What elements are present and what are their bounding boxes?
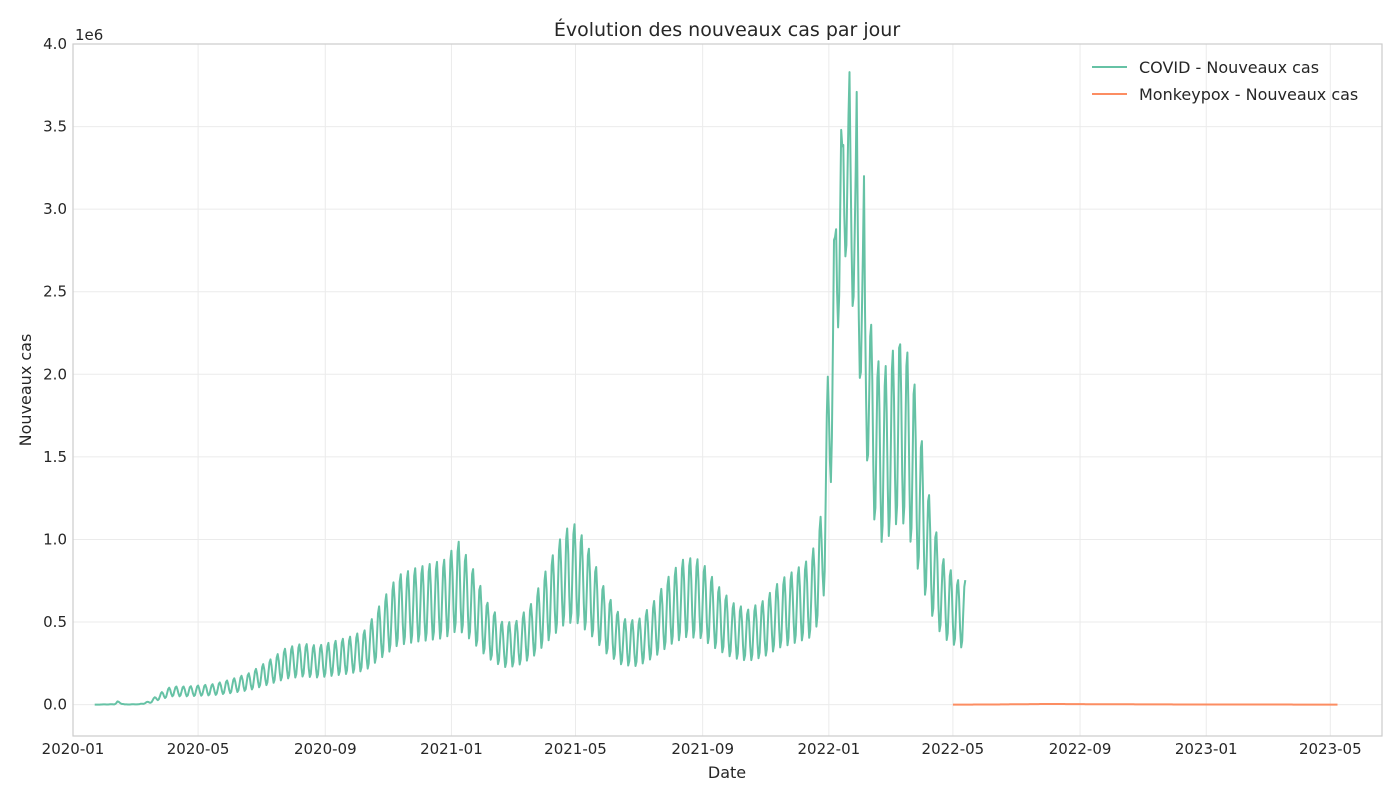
- y-tick-label: 3.0: [43, 200, 67, 218]
- x-tick-labels: 2020-01 2020-05 2020-09 2021-01 2021-05 2021-…: [42, 740, 1362, 758]
- x-tick-label: 2022-01: [797, 740, 860, 758]
- y-axis-title: Nouveaux cas: [16, 334, 35, 447]
- chart-title: Évolution des nouveaux cas par jour: [554, 18, 900, 41]
- y-offset-label: 1e6: [75, 26, 103, 44]
- x-tick-label: 2021-05: [544, 740, 607, 758]
- x-tick-label: 2020-09: [294, 740, 357, 758]
- series-line-monkeypox: [952, 703, 1338, 706]
- y-tick-label: 3.5: [43, 118, 67, 136]
- x-tick-label: 2021-01: [420, 740, 483, 758]
- x-tick-label: 2020-05: [167, 740, 230, 758]
- legend: COVID - Nouveaux cas Monkeypox - Nouveau…: [1092, 58, 1358, 104]
- y-tick-label: 0.0: [43, 696, 67, 714]
- y-tick-label: 0.5: [43, 613, 67, 631]
- x-tick-label: 2022-05: [922, 740, 985, 758]
- x-tick-label: 2023-05: [1299, 740, 1362, 758]
- x-axis-title: Date: [708, 763, 746, 782]
- series-layer: [94, 71, 1338, 706]
- x-tick-label: 2021-09: [671, 740, 734, 758]
- y-tick-label: 4.0: [43, 35, 67, 53]
- y-tick-label: 1.0: [43, 530, 67, 548]
- y-tick-label: 2.0: [43, 365, 67, 383]
- plot-frame: [72, 43, 1383, 737]
- x-tick-label: 2023-01: [1175, 740, 1238, 758]
- series-line-covid: [94, 71, 967, 706]
- y-tick-label: 2.5: [43, 283, 67, 301]
- x-tick-label: 2020-01: [42, 740, 105, 758]
- x-tick-label: 2022-09: [1049, 740, 1112, 758]
- legend-label-covid: COVID - Nouveaux cas: [1139, 58, 1319, 77]
- legend-label-monkeypox: Monkeypox - Nouveaux cas: [1139, 85, 1358, 104]
- y-tick-labels: 0.0 0.5 1.0 1.5 2.0 2.5 3.0 3.5 4.0: [43, 35, 67, 714]
- y-tick-label: 1.5: [43, 448, 67, 466]
